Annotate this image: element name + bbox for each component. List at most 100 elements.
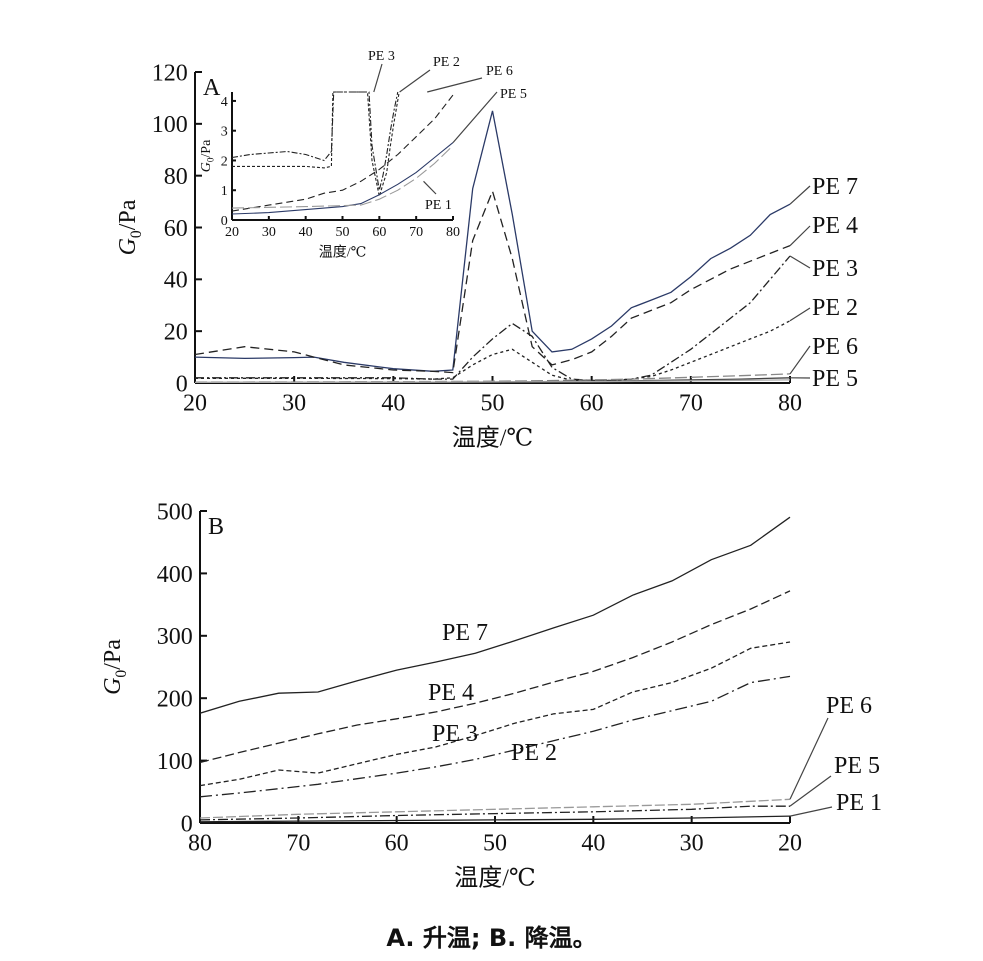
panel-b-series-pe-7 (200, 516, 791, 714)
panel-a-label-leader (789, 255, 811, 269)
panel-a-x-axis-title: 温度/℃ (452, 424, 534, 451)
panel-b-y-tick-label: 500 (157, 499, 193, 525)
panel-b-label-pe-1: PE 1 (836, 790, 882, 816)
inset-panel: 20 30 40 50 60 70 80 0 1 2 3 4 温度/℃ G0/Pa PE 3 PE 2 PE 6… (199, 49, 527, 260)
panel-b-label-pe-7: PE 7 (442, 620, 488, 646)
inset-label-pe-2: PE 2 (433, 55, 460, 70)
inset-label-leader (423, 180, 437, 195)
inset-label-leader (399, 69, 431, 93)
inset-y-tick-label: 3 (221, 125, 228, 140)
inset-label-leader (373, 63, 383, 93)
chart-svg: 20 30 40 50 60 70 80020406080100120温度/℃G0/PaAP… (100, 49, 882, 891)
panel-b-x-tick-label: 50 (483, 831, 507, 857)
panel-b-label-pe-4: PE 4 (428, 680, 474, 706)
panel-b-label-pe-6: PE 6 (826, 693, 872, 719)
inset-x-tick-label: 60 (372, 225, 386, 240)
panel-a-x-tick-label: 20 (183, 391, 207, 417)
panel-a-y-tick-label: 60 (164, 216, 188, 242)
inset-label-pe-6: PE 6 (486, 64, 513, 79)
inset-x-tick-label: 20 (225, 225, 239, 240)
inset-x-tick-label: 50 (336, 225, 350, 240)
inset-series-pe-6 (232, 94, 454, 212)
panel-a-panel-label: A (203, 75, 221, 101)
panel-a-y-axis-title: G0/Pa (115, 199, 145, 255)
panel-a-y-tick-label: 100 (152, 112, 188, 138)
panel-b-y-tick-label: 0 (181, 811, 193, 837)
panel-a-series-pe-1 (195, 379, 791, 383)
panel-a-label-leader (789, 345, 811, 375)
panel-b-x-tick-label: 20 (778, 831, 802, 857)
inset-x-tick-label: 80 (446, 225, 460, 240)
panel-b-series-pe-1 (200, 815, 791, 823)
inset-x-tick-label: 70 (409, 225, 423, 240)
panel-b-series-pe-3 (200, 641, 791, 787)
inset-y-axis-title: G0/Pa (199, 139, 216, 172)
inset-y-tick-label: 0 (221, 214, 228, 229)
inset-y-tick-label: 4 (221, 95, 228, 110)
panel-b-label-pe-3: PE 3 (432, 721, 478, 747)
panel-b-y-axis-title: G0/Pa (100, 639, 130, 695)
panel-b-series-pe-5 (200, 805, 790, 821)
panel-b-series-pe-6 (200, 798, 791, 819)
panel-a-y-tick-label: 40 (164, 268, 188, 294)
panel-b-x-tick-label: 30 (680, 831, 704, 857)
inset-x-tick-label: 30 (262, 225, 276, 240)
inset-series-pe-5 (232, 142, 454, 215)
inset-y-tick-label: 1 (221, 184, 228, 199)
panel-b-label-leader (789, 806, 833, 817)
panel-a-y-tick-label: 80 (164, 164, 188, 190)
panel-a-label-pe-6: PE 6 (812, 334, 858, 360)
panel-a-label-pe-7: PE 7 (812, 174, 858, 200)
panel-a-x-tick-label: 70 (679, 391, 703, 417)
panel-b-y-tick-label: 400 (157, 562, 193, 588)
panel-a-y-tick-label: 120 (152, 60, 188, 86)
panel-a-label-pe-5: PE 5 (812, 366, 858, 392)
panel-a-label-pe-3: PE 3 (812, 256, 858, 282)
panel-b-series-pe-2 (200, 675, 791, 798)
panel-b-label-pe-5: PE 5 (834, 753, 880, 779)
inset-series-pe-1 (232, 145, 454, 209)
inset-series-pe-2 (232, 91, 400, 197)
panel-b-x-tick-label: 70 (286, 831, 310, 857)
panel-a-x-tick-label: 60 (580, 391, 604, 417)
panel-a-x-tick-label: 40 (381, 391, 405, 417)
panel-a-label-leader (789, 307, 811, 322)
panel-b-y-tick-label: 200 (157, 687, 193, 713)
inset-x-tick-label: 40 (299, 225, 313, 240)
panel-a-series-pe-3 (195, 255, 791, 382)
panel-b-label-leader (789, 775, 832, 807)
inset-label-pe-5: PE 5 (500, 87, 527, 102)
panel-a-y-tick-label: 0 (176, 371, 188, 397)
panel-b-label-pe-2: PE 2 (511, 740, 557, 766)
panel-b-series-pe-4 (200, 590, 791, 764)
panel-a-x-tick-label: 50 (481, 391, 505, 417)
inset-label-pe-1: PE 1 (425, 198, 452, 213)
inset-label-leader (427, 77, 483, 93)
panel-a-label-pe-4: PE 4 (812, 213, 858, 239)
inset-label-pe-3: PE 3 (368, 49, 395, 64)
panel-b-x-tick-label: 80 (188, 831, 212, 857)
panel-a-label-leader (789, 185, 811, 205)
panel-a-series-pe-7 (195, 110, 791, 372)
inset-label-leader (452, 91, 498, 143)
panel-b-y-tick-label: 100 (157, 749, 193, 775)
panel-b-label-leader (789, 717, 829, 800)
panel-a-panel: 20 30 40 50 60 70 80020406080100120温度/℃G0/PaAP… (115, 60, 858, 451)
panel-b-panel-label: B (208, 514, 224, 540)
inset-x-axis-title: 温度/℃ (319, 244, 367, 260)
panel-a-label-leader (789, 225, 811, 247)
panel-b-panel: 80 70 60 50 40 30 200100200300400500温度/℃G0/PaB… (100, 499, 882, 891)
panel-a-series-pe-4 (195, 189, 791, 374)
figure-caption: A. 升温; B. 降温。 (386, 924, 597, 952)
panel-b-x-tick-label: 60 (385, 831, 409, 857)
panel-b-y-tick-label: 300 (157, 624, 193, 650)
panel-b-x-tick-label: 40 (581, 831, 605, 857)
panel-a-y-tick-label: 20 (164, 320, 188, 346)
panel-a-x-tick-label: 30 (282, 391, 306, 417)
inset-y-tick-label: 2 (221, 154, 228, 169)
panel-a-x-tick-label: 80 (778, 391, 802, 417)
panel-b-x-axis-title: 温度/℃ (454, 864, 536, 891)
inset-series-pe-3 (232, 91, 399, 191)
panel-a-label-pe-2: PE 2 (812, 295, 858, 321)
